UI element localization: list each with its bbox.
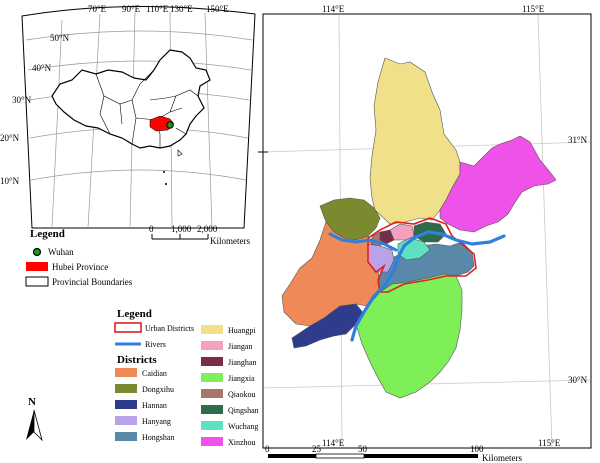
inset-lat-label: 30°N	[12, 95, 32, 105]
legend-swatch-hanyang	[115, 416, 137, 425]
legend-swatch-jianghan	[201, 357, 223, 366]
legend-label-hannan: Hannan	[142, 401, 167, 410]
district-legend-left: Caidian Dongxihu Hannan Hanyang Hongshan	[115, 368, 174, 442]
districts-title: Districts	[117, 354, 157, 366]
svg-text:Provincial Boundaries: Provincial Boundaries	[52, 277, 133, 287]
wuhan-marker	[166, 121, 174, 129]
district-hannan	[291, 303, 365, 349]
main-lat-label: 30°N	[568, 375, 588, 385]
inset-legend: Legend Wuhan Hubei Province Provincial B…	[25, 228, 133, 287]
inset-lon-label: 130°E	[170, 4, 193, 14]
inset-lon-label: 110°E	[146, 4, 169, 14]
svg-text:0: 0	[149, 224, 154, 234]
main-lat-label: 31°N	[568, 135, 588, 145]
inset-lon-label: 90°E	[122, 4, 141, 14]
main-lon-label-top: 114°E	[322, 4, 345, 14]
inset-lat-label: 10°N	[0, 176, 20, 186]
hubei-legend-swatch	[26, 262, 48, 271]
svg-text:2,000: 2,000	[197, 224, 218, 234]
svg-text:Kilometers: Kilometers	[210, 236, 250, 246]
legend-label-dongxihu: Dongxihu	[142, 385, 174, 394]
north-label: N	[28, 396, 36, 408]
legend-label-caidian: Caidian	[142, 369, 167, 378]
svg-text:Hubei Province: Hubei Province	[52, 262, 108, 272]
legend-label-hanyang: Hanyang	[142, 417, 171, 426]
legend-swatch-jiangxia	[201, 373, 223, 382]
legend-swatch-xinzhou	[201, 437, 223, 446]
legend-label-hongshan: Hongshan	[142, 433, 174, 442]
legend-swatch-huangpi	[201, 325, 223, 334]
legend-swatch-caidian	[115, 368, 137, 377]
district-jianghan	[379, 229, 395, 245]
river-han	[328, 232, 398, 252]
legend-label-jiangan: Jiangan	[228, 342, 252, 351]
urban-districts-outline	[367, 217, 477, 293]
legend-swatch-dongxihu	[115, 384, 137, 393]
legend-swatch-hannan	[115, 400, 137, 409]
main-lon-label-bottom: 115°E	[538, 438, 561, 448]
district-xinzhou	[439, 135, 557, 233]
inset-scale-bar: 0 1,000 2,000 Kilometers	[149, 224, 250, 246]
legend-label-wuchang: Wuchang	[228, 422, 258, 431]
svg-text:100: 100	[470, 444, 484, 454]
main-scale-bar: 0 25 50 100 Kilometers	[265, 444, 522, 463]
north-arrow: N	[26, 396, 43, 442]
district-legend-right: Huangpi Jiangan Jianghan Jiangxia Qiaokou Qin…	[201, 325, 259, 447]
district-legend: Legend Urban Districts Rivers Districts …	[114, 308, 259, 447]
svg-text:Kilometers: Kilometers	[482, 453, 522, 463]
legend-label-xinzhou: Xinzhou	[228, 438, 256, 447]
svg-text:50: 50	[358, 444, 368, 454]
svg-text:0: 0	[265, 444, 270, 454]
legend-swatch-jiangan	[201, 341, 223, 350]
inset-legend-title: Legend	[30, 228, 65, 240]
inset-lon-label: 70°E	[88, 4, 107, 14]
legend-label-jiangxia: Jiangxia	[228, 374, 255, 383]
inset-lon-label: 150°E	[206, 4, 229, 14]
main-map: 114°E 115°E 114°E 115°E 31°N 30°N N 0 25…	[26, 4, 592, 463]
legend-swatch-qingshan	[201, 405, 223, 414]
legend-label-huangpi: Huangpi	[228, 326, 256, 335]
legend-swatch-qiaokou	[201, 389, 223, 398]
legend-label-qiaokou: Qiaokou	[228, 390, 256, 399]
main-lon-label-bottom: 114°E	[322, 438, 345, 448]
urban-districts-swatch	[114, 322, 142, 333]
main-lon-label-top: 115°E	[522, 4, 545, 14]
svg-text:Urban Districts: Urban Districts	[145, 324, 194, 333]
inset-lat-label: 20°N	[0, 133, 20, 143]
river-yangtze	[350, 230, 506, 342]
legend-swatch-hongshan	[115, 432, 137, 441]
legend-swatch-wuchang	[201, 421, 223, 430]
legend-title: Legend	[117, 308, 152, 320]
inset-lat-label: 40°N	[32, 63, 52, 73]
svg-text:25: 25	[312, 444, 322, 454]
inset-lat-label: 50°N	[50, 33, 70, 43]
svg-text:1,000: 1,000	[171, 224, 192, 234]
legend-label-qingshan: Qingshan	[228, 406, 259, 415]
legend-label-jianghan: Jianghan	[228, 358, 256, 367]
provincial-boundaries-swatch	[25, 276, 49, 287]
wuhan-legend-icon	[32, 247, 42, 257]
inset-map: 70°E 90°E 110°E 130°E 150°E 50°N 40°N 30…	[0, 4, 256, 287]
svg-text:Wuhan: Wuhan	[48, 247, 74, 257]
svg-text:Rivers: Rivers	[145, 340, 166, 349]
